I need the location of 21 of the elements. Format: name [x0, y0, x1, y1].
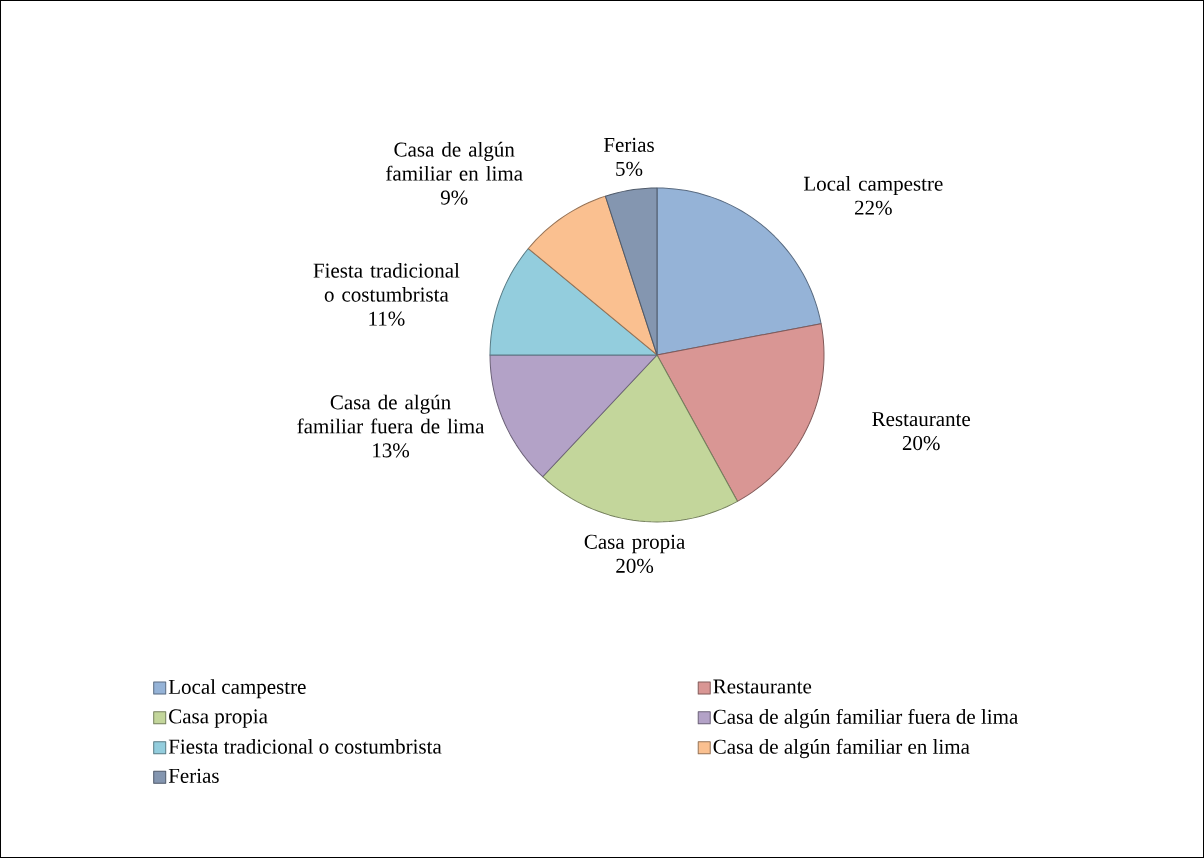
- legend-label: Casa de algún familiar en lima: [713, 738, 970, 759]
- data-label: 20%: [616, 558, 654, 573]
- data-label: 11%: [369, 311, 405, 326]
- legend-label: Local campestre: [168, 679, 306, 699]
- legend-label: Fiesta tradicional o costumbrista: [168, 738, 442, 754]
- data-label: 5%: [616, 161, 643, 176]
- legend-label: Ferias: [168, 768, 219, 783]
- legend-label: Restaurante: [713, 679, 812, 694]
- slice-label: Local campestre: [803, 176, 943, 196]
- legend-label: Casa propia: [169, 709, 268, 728]
- data-label: 22%: [854, 200, 892, 215]
- data-label: 9%: [440, 190, 468, 205]
- legend-label: Casa de algún familiar fuera de lima: [713, 708, 1018, 729]
- slice-label: Casa propia: [584, 534, 686, 554]
- slice-label: Ferias: [603, 137, 654, 152]
- slice-label: Restaurante: [872, 412, 971, 427]
- slice-label: Casa de algún familiar fuera de lima: [297, 394, 485, 434]
- data-label: 13%: [373, 443, 410, 458]
- data-label: 20%: [902, 435, 940, 451]
- slice-label: Casa de algún familiar en lima: [386, 141, 523, 181]
- slice-label: Fiesta tradicional o costumbrista: [313, 262, 460, 302]
